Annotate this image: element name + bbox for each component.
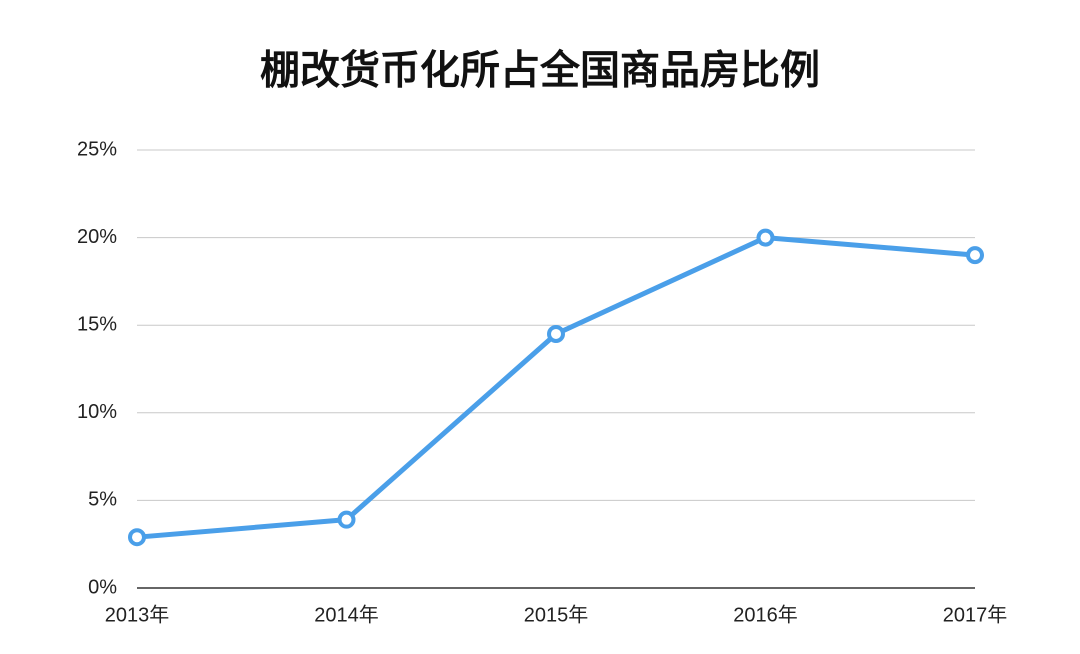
y-tick-label: 25%: [77, 138, 117, 160]
data-point: [966, 246, 984, 265]
x-tick-label: 2013年: [105, 603, 170, 626]
x-tick-label: 2016年: [733, 603, 798, 626]
data-point: [547, 324, 565, 343]
y-tick-label: 15%: [77, 313, 117, 335]
data-point: [756, 228, 775, 247]
chart-title: 棚改货币化所占全国商品房比例: [260, 48, 820, 93]
y-tick-label: 20%: [77, 226, 117, 248]
x-tick-label: 2014年: [314, 603, 379, 626]
y-tick-label: 10%: [77, 401, 117, 423]
data-point: [337, 510, 356, 529]
y-tick-label: 5%: [88, 489, 117, 511]
data-point: [128, 528, 146, 547]
x-tick-label: 2015年: [524, 603, 589, 626]
x-tick-label: 2017年: [943, 603, 1008, 626]
y-tick-label: 0%: [88, 576, 117, 598]
